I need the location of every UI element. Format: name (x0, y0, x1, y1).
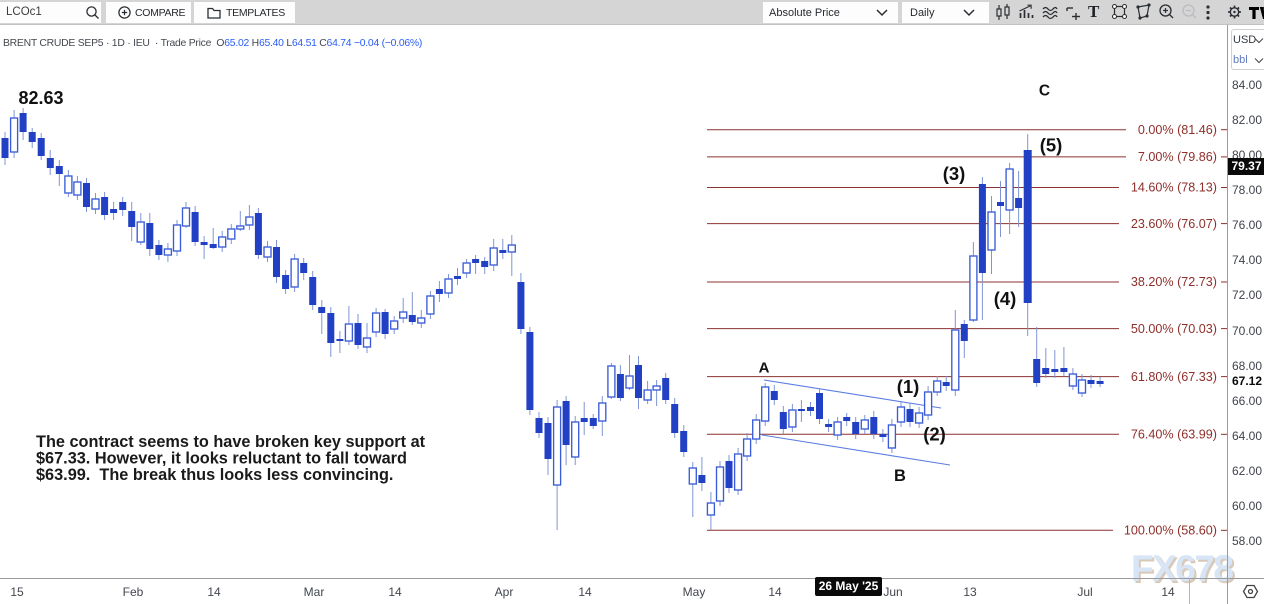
svg-text:100.00% (58.60): 100.00% (58.60) (1124, 524, 1217, 538)
svg-text:$63.99. The break thus looks: $63.99. The break thus looks less convin… (36, 466, 393, 484)
svg-text:FX678: FX678 (1133, 550, 1235, 591)
svg-text:(2): (2) (923, 424, 946, 445)
svg-text:0.00% (81.46): 0.00% (81.46) (1138, 123, 1217, 137)
svg-text:FX678: FX678 (1131, 548, 1233, 589)
svg-text:76.40% (63.99): 76.40% (63.99) (1131, 428, 1217, 442)
svg-text:(5): (5) (1040, 135, 1063, 156)
svg-text:B: B (894, 467, 906, 485)
svg-text:82.63: 82.63 (19, 88, 64, 108)
svg-text:38.20% (72.73): 38.20% (72.73) (1131, 275, 1217, 289)
svg-text:14.60% (78.13): 14.60% (78.13) (1131, 181, 1217, 195)
svg-text:61.80% (67.33): 61.80% (67.33) (1131, 370, 1217, 384)
svg-text:C: C (1039, 83, 1050, 100)
svg-text:The contract seems to have bro: The contract seems to have broken key su… (36, 433, 426, 451)
svg-text:50.00% (70.03): 50.00% (70.03) (1131, 322, 1217, 336)
svg-text:A: A (759, 360, 770, 377)
svg-text:$67.33. However, it looks relu: $67.33. However, it looks reluctant to f… (36, 450, 407, 468)
svg-text:23.60% (76.07): 23.60% (76.07) (1131, 217, 1217, 231)
svg-text:7.00% (79.86): 7.00% (79.86) (1138, 150, 1217, 164)
svg-text:(4): (4) (994, 288, 1017, 309)
svg-text:(1): (1) (897, 376, 920, 397)
svg-text:(3): (3) (943, 163, 966, 184)
